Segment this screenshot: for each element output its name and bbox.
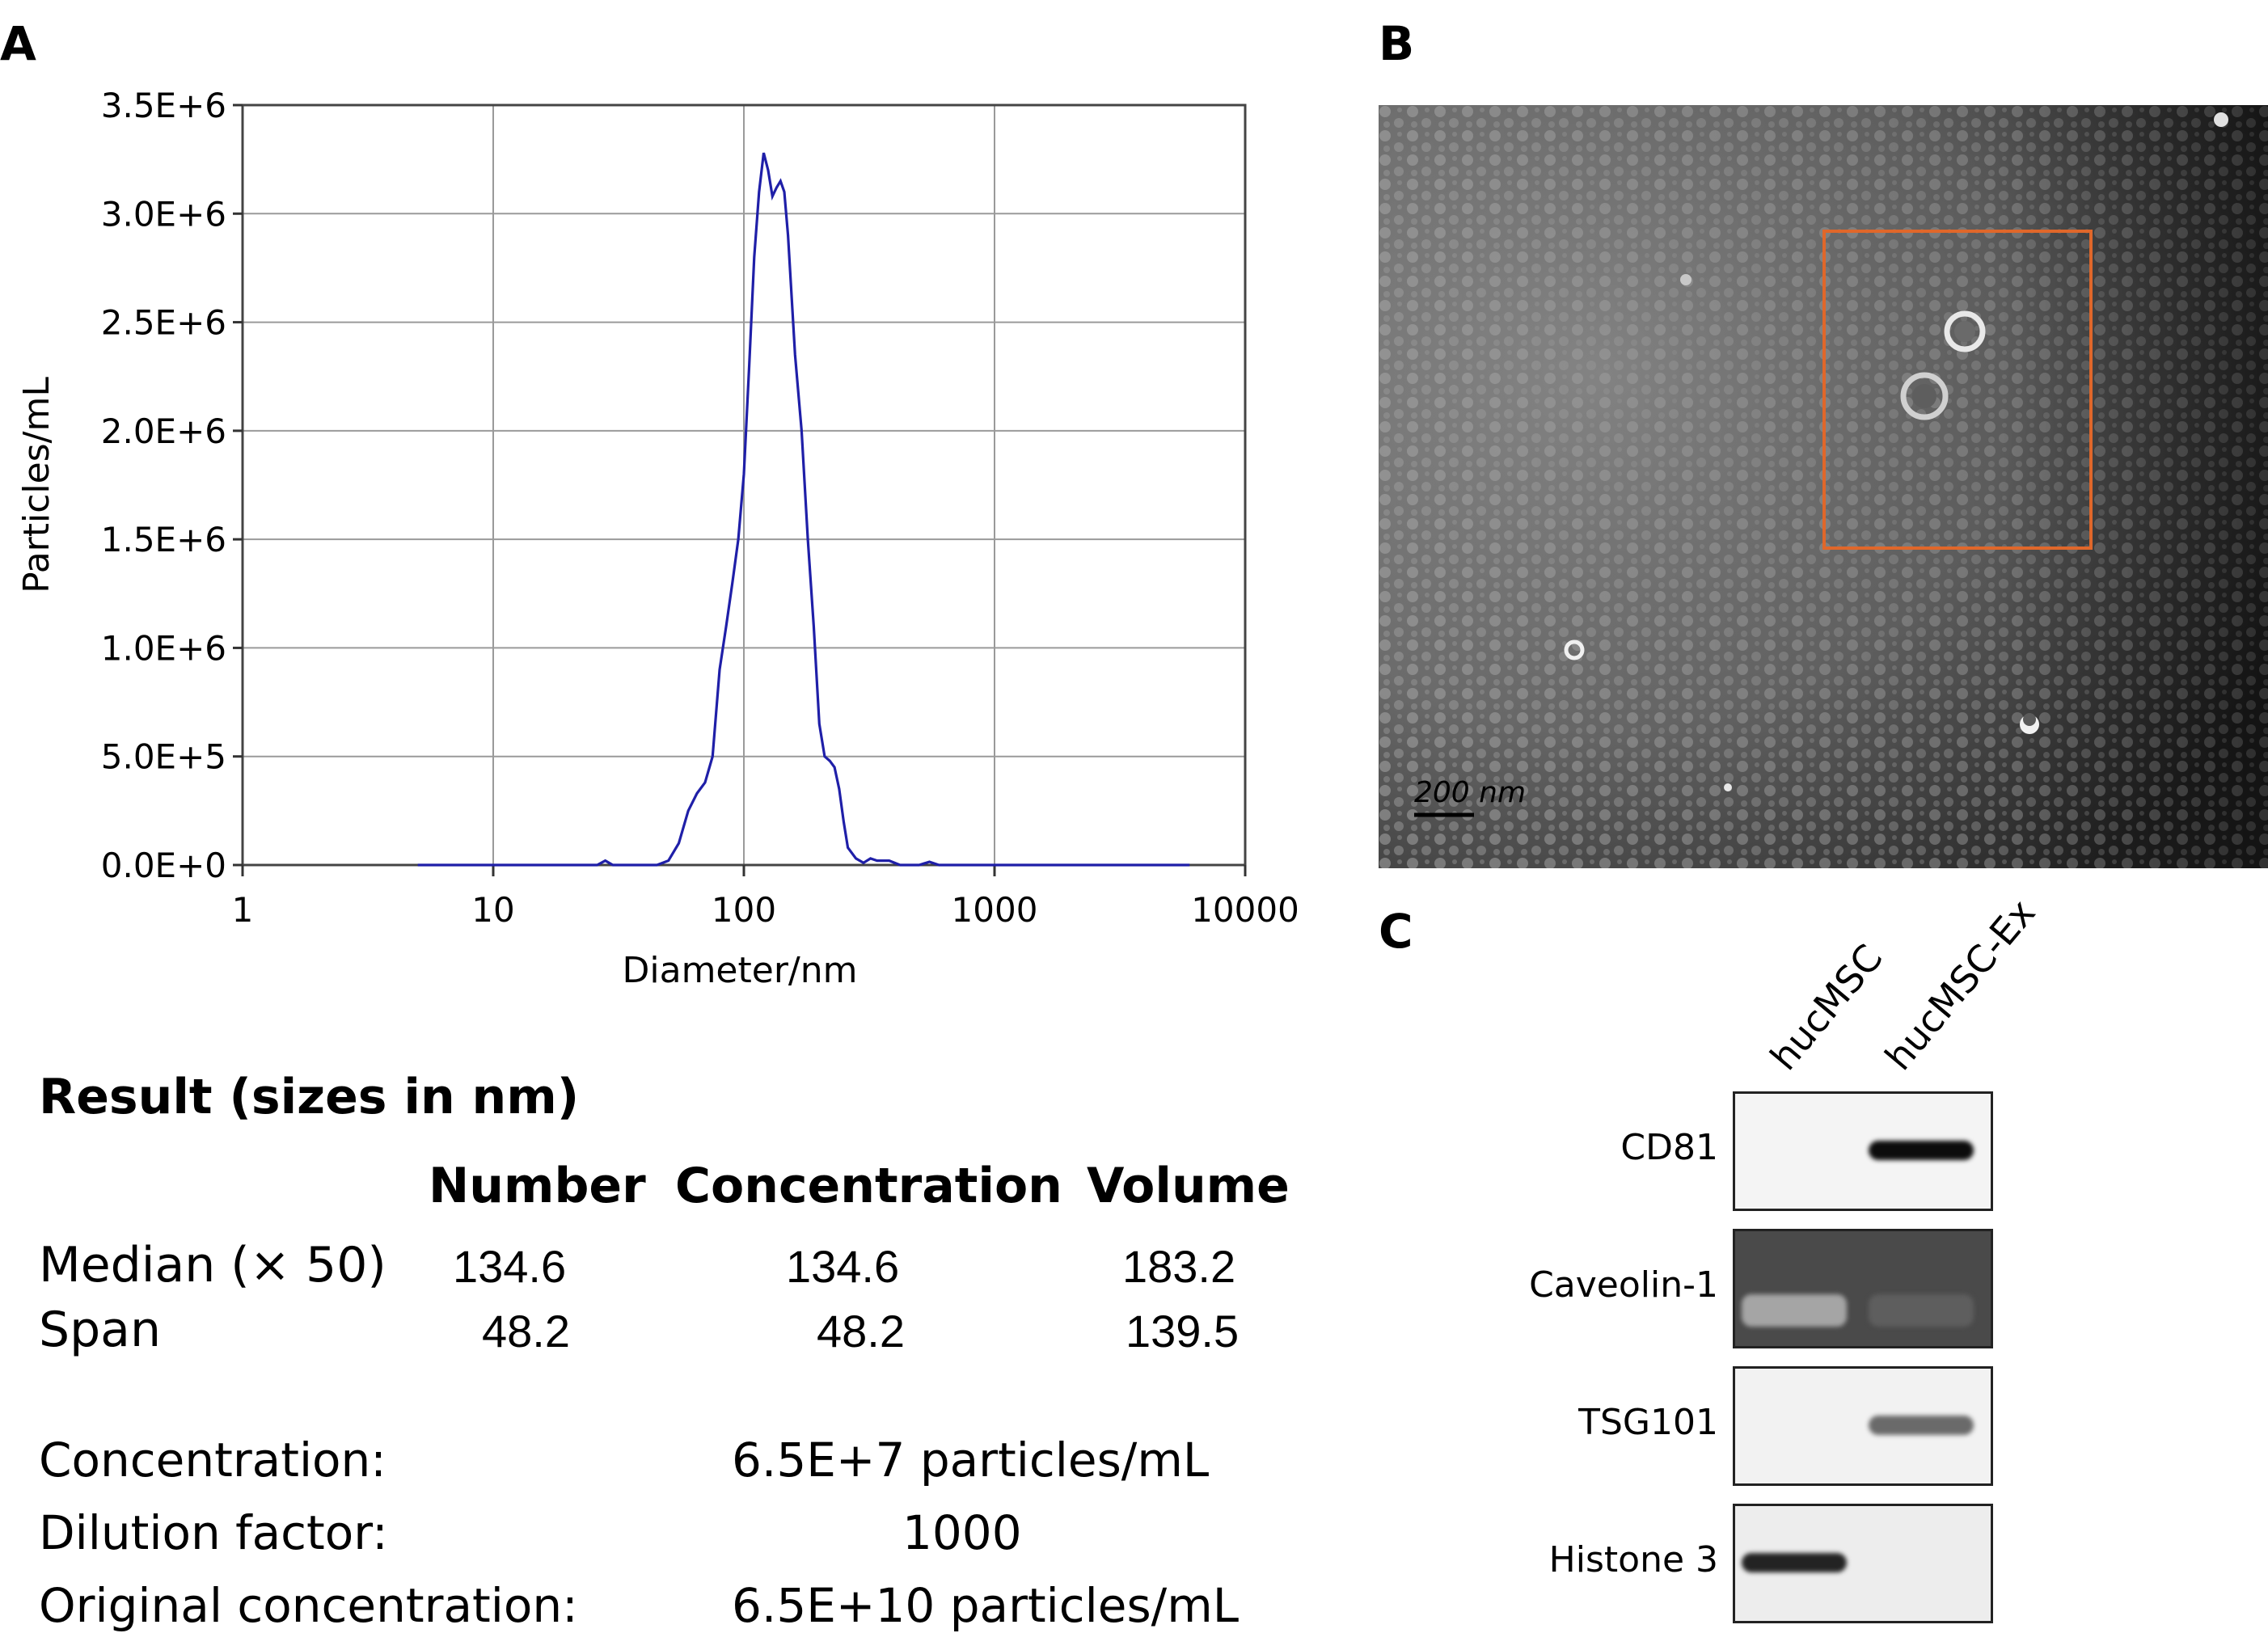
x-tick-label: 1 [232,890,254,930]
col-header-number: Number [429,1158,646,1214]
y-axis-label: Particles/mL [16,377,57,593]
blot-band [1869,1141,1974,1160]
row-label-median: Median (× 50) [39,1237,386,1293]
y-tick-label: 3.0E+6 [101,194,226,234]
y-tick-label: 3.5E+6 [101,86,226,125]
median-number: 134.6 [453,1241,567,1292]
nta-size-distribution-chart: 0.0E+0 5.0E+5 1.0E+6 1.5E+6 2.0E+6 2.5E+6 3.0E… [16,86,1299,991]
summary-label-dilution: Dilution factor: [39,1505,388,1560]
blot-label: CD81 [1620,1127,1718,1168]
blot-label: Histone 3 [1548,1539,1718,1580]
y-tick-label: 1.5E+6 [101,520,226,559]
y-tick-label: 2.5E+6 [101,303,226,343]
series-line [417,152,1190,867]
median-concentration: 134.6 [786,1241,900,1292]
tem-micrograph: 200 nm [1379,105,2268,868]
y-tick-label: 5.0E+5 [101,737,226,777]
summary-value-dilution: 1000 [902,1505,1022,1560]
blot-band [1742,1553,1847,1572]
results-title: Result (sizes in nm) [39,1069,580,1125]
exosome-vesicle [2020,713,2039,734]
summary-value-original: 6.5E+10 particles/mL [732,1578,1240,1633]
scale-bar-label: 200 nm [1414,776,1526,809]
x-tick-label: 1000 [952,890,1038,930]
blot-strip [1733,1091,1993,1211]
lane-label-hucmsc: hucMSC [1761,935,1891,1078]
y-axis-ticks: 0.0E+0 5.0E+5 1.0E+6 1.5E+6 2.0E+6 2.5E+6 3.0E… [101,86,243,885]
col-header-volume: Volume [1087,1158,1290,1214]
blot-label: TSG101 [1578,1402,1718,1443]
exosome-vesicle [1944,310,1986,352]
x-axis-label: Diameter/nm [623,950,858,991]
y-tick-label: 2.0E+6 [101,411,226,451]
span-concentration: 48.2 [817,1306,905,1357]
x-tick-label: 100 [712,890,776,930]
span-volume: 139.5 [1126,1306,1240,1357]
region-of-interest-box [1822,230,2093,550]
blot-strip [1733,1229,1993,1348]
x-axis-ticks: 1 10 100 1000 10000 [232,865,1299,930]
span-number: 48.2 [482,1306,570,1357]
blot-label: Caveolin-1 [1529,1264,1718,1306]
chart-grid [243,105,1245,865]
median-volume: 183.2 [1122,1241,1236,1292]
summary-label-concentration: Concentration: [39,1433,386,1488]
panel-label-a: A [0,16,36,71]
blot-band [1742,1294,1847,1327]
col-header-concentration: Concentration [675,1158,1062,1214]
panel-label-c: C [1379,904,1413,959]
y-tick-label: 0.0E+0 [101,846,226,885]
blot-strip [1733,1366,1993,1486]
panel-label-b: B [1379,16,1415,71]
x-tick-label: 10 [471,890,514,930]
lane-label-hucmsc-ex: hucMSC-Ex [1876,891,2044,1078]
y-tick-label: 1.0E+6 [101,628,226,668]
blot-band [1869,1416,1974,1435]
blot-band [1869,1294,1974,1327]
summary-value-concentration: 6.5E+7 particles/mL [732,1433,1210,1488]
exosome-vesicle [1900,372,1949,420]
row-label-span: Span [39,1302,161,1358]
exosome-vesicle [1564,639,1585,660]
summary-label-original: Original concentration: [39,1578,578,1633]
x-tick-label: 10000 [1191,890,1299,930]
blot-strip [1733,1504,1993,1623]
